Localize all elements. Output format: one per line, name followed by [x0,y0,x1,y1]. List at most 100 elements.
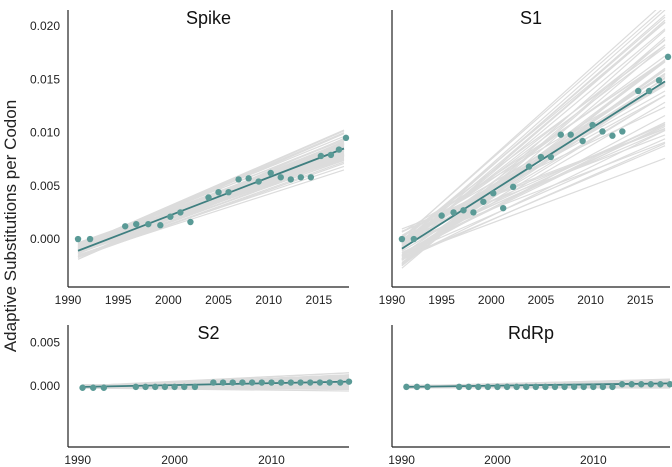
x-tick-label: 2010 [255,293,282,307]
data-point [657,381,664,388]
data-point [177,209,184,216]
y-tick-label: 0.015 [30,72,60,86]
data-point [647,381,655,388]
y-tick-label: 0.020 [30,19,60,33]
x-tick-label: 1990 [388,453,415,467]
bootstrap-line [77,129,345,247]
data-points [74,134,350,243]
bootstrap-line [77,142,345,260]
data-point [74,235,82,243]
bootstrap-line [77,169,345,257]
data-point [599,128,606,135]
bootstrap-line [401,138,666,256]
data-point [645,87,653,95]
x-tick-label: 2010 [258,453,285,467]
x-tick-label: 1990 [55,293,82,307]
data-point [638,381,645,388]
data-point [239,379,246,386]
x-tick-label: 2000 [161,453,188,467]
data-point [561,383,568,391]
data-point [500,204,507,212]
data-point [181,383,188,391]
data-point [413,383,421,391]
data-points [398,53,672,243]
data-point [410,235,418,243]
data-point [142,383,149,391]
x-tick-label: 1990 [64,453,91,467]
y-tick-label: 0.005 [30,179,60,193]
bootstrap-line [401,129,666,261]
bootstrap-line [401,10,657,239]
x-tick-label: 1990 [379,293,406,307]
data-point [590,383,597,391]
data-point [205,194,212,201]
data-point [297,174,305,181]
data-point [635,87,642,95]
data-point [580,383,587,391]
data-point [307,379,314,386]
data-point [335,146,343,153]
x-tick-label: 2015 [306,293,333,307]
panel-rdrp: RdRp 1990 2000 2010 [388,323,672,467]
data-point [171,383,178,391]
data-point [450,209,457,216]
data-point [628,381,635,388]
data-point [398,235,406,243]
data-point [484,383,492,391]
panel-s2: S2 1990 2000 2010 0.000 0.005 [30,323,353,467]
data-point [191,383,199,391]
data-point [133,220,140,228]
data-points [403,381,672,391]
x-tick-label: 2000 [484,453,511,467]
panel-title: S1 [520,8,542,28]
data-point [86,235,94,243]
data-point [100,384,108,391]
data-point [465,383,472,391]
x-tick-label: 1995 [105,293,132,307]
data-point [551,383,559,391]
data-point [403,383,410,391]
data-point [79,384,86,391]
bootstrap-line [77,153,345,258]
x-tick-label: 2000 [478,293,505,307]
bootstrap-line [401,76,666,260]
data-point [258,379,265,386]
data-point [267,169,274,177]
data-point [609,383,616,391]
data-point [480,198,487,205]
data-point [287,379,295,386]
x-tick-label: 2010 [577,293,604,307]
y-tick-label: 0.000 [30,379,60,393]
panel-spike: Spike 1990 1995 2000 2005 2010 2015 0.000 0.005 0… [30,8,350,307]
data-point [229,379,236,386]
x-tick-label: 2005 [528,293,555,307]
data-point [337,379,344,386]
data-point [494,383,501,391]
data-point [268,379,275,386]
data-point [490,190,497,197]
bootstrap-line [401,145,666,259]
data-point [145,220,152,228]
bootstrap-line [401,59,666,266]
data-point [589,121,596,129]
fit-line [401,80,666,250]
data-point [277,379,285,386]
data-point [537,153,545,161]
data-point [235,176,242,183]
data-point [513,383,520,391]
bootstrap-line [401,129,666,245]
y-tick-label: 0.000 [30,232,60,246]
data-point [255,178,262,185]
data-point [342,134,350,142]
data-point [618,381,626,388]
x-tick-label: 2000 [155,293,182,307]
data-point [455,383,463,391]
panel-title: S2 [197,323,219,343]
data-point [225,188,232,196]
data-point [287,176,294,183]
fit-line [77,147,345,252]
data-point [666,381,672,388]
data-point [245,175,252,182]
data-point [599,383,607,391]
data-point [248,379,256,386]
